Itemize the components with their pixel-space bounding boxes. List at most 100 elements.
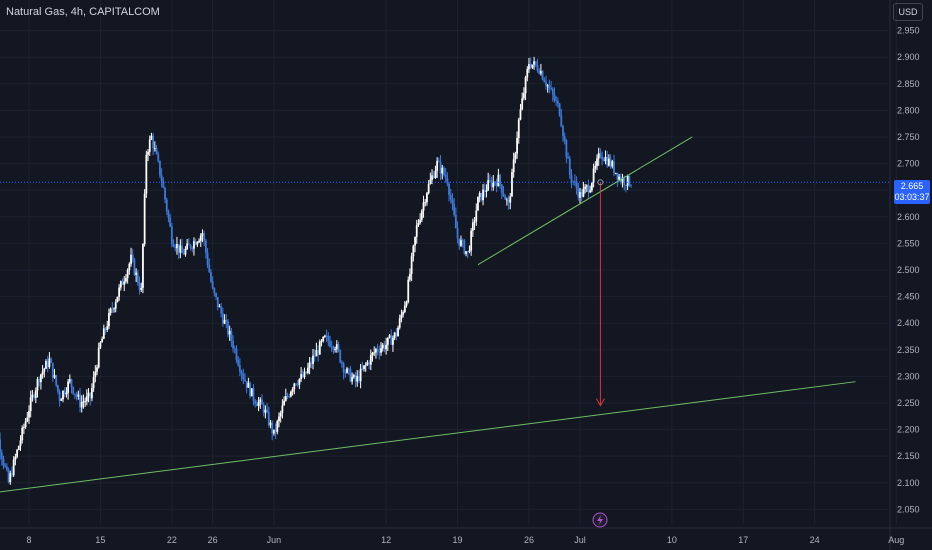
candle-body [383,344,386,350]
candle-body [300,374,302,379]
candle-body [434,170,437,178]
candle-body [597,153,600,159]
candle-body [341,362,343,364]
candle-body [616,172,619,180]
events [592,512,608,528]
candle-body [174,246,177,249]
candle-body [545,82,547,86]
candle-body [184,248,187,255]
rising-trendline[interactable] [477,136,693,266]
y-tick-label: 2.100 [897,478,920,488]
candle-body [131,254,134,260]
candle-body [386,337,389,345]
currency-button[interactable]: USD [893,3,923,21]
candle-body [346,368,348,373]
candle-body [269,422,272,426]
candle-body [448,183,450,195]
candlestick-series [0,56,632,485]
candle-body [213,287,216,294]
candle-body [225,319,228,322]
candle-body [307,367,309,374]
support-trendline[interactable] [0,381,856,494]
candle-body [599,153,602,157]
candle-body [211,281,214,288]
candle-body [318,341,321,355]
candle-body [199,235,202,241]
candle-body [322,336,325,342]
candle-body [565,140,568,158]
candle-body [121,281,124,285]
candle-body [79,394,81,408]
candle-body [436,160,439,171]
x-tick-label: 15 [95,535,105,545]
candle-body [279,412,282,417]
candle-body [405,302,408,306]
candle-body [483,189,486,192]
x-tick-label: 22 [167,535,177,545]
candle-body [204,240,207,253]
candle-body [140,287,143,290]
x-tick-label: 24 [810,535,820,545]
candle-body [288,396,291,398]
candle-body [507,199,510,203]
candle-body [392,337,394,345]
candle-body [242,374,245,380]
candle-body [490,181,493,188]
candle-body [113,308,115,310]
candle-body [96,367,98,372]
candle-body [320,341,323,342]
candle-body [220,306,223,314]
candle-body [575,181,578,189]
candle-body [60,399,63,401]
candle-body [45,361,47,369]
candle-body [135,272,138,275]
candle-body [24,421,27,427]
candle-body [196,242,199,245]
price-axis[interactable]: 2.9502.9002.8502.8002.7502.7002.6502.600… [889,0,920,550]
candle-body [68,379,71,382]
candle-body [495,182,498,187]
x-tick-label: 19 [453,535,463,545]
candle-body [48,358,51,368]
y-tick-label: 2.550 [897,238,920,248]
candle-body [555,100,558,101]
candle-body [9,473,12,483]
candle-body [155,148,158,155]
candle-body [369,355,372,365]
candle-body [582,188,585,197]
candle-body [232,341,234,349]
target-arrow-head [595,398,605,407]
candle-body [477,196,479,211]
candle-body [337,344,340,351]
candle-body [500,184,503,194]
arrow-anchor-handle[interactable] [597,179,604,186]
candle-body [533,61,535,65]
candle-body [50,358,53,363]
candle-body [128,263,131,271]
candle-body [75,394,78,397]
candle-body [266,409,268,412]
y-tick-label: 2.450 [897,292,920,302]
candle-body [437,160,440,162]
candle-body [517,119,520,138]
y-tick-label: 2.700 [897,159,920,169]
candle-body [366,362,369,365]
candle-body [608,158,610,166]
candle-body [284,396,287,401]
candle-body [176,244,178,249]
candle-body [162,181,165,188]
candle-body [65,392,68,395]
candle-body [371,352,374,356]
candle-body [339,350,342,363]
candle-body [123,281,126,285]
candle-body [388,335,391,338]
candle-body [74,393,76,395]
time-axis[interactable]: 8 15 22 26 Jun 12 19 26 Jul 10 17 24 Aug [0,527,932,545]
candle-body [470,230,473,251]
candle-body [72,386,75,394]
candle-body [488,179,491,182]
candle-body [172,243,175,247]
candle-body [29,397,32,411]
